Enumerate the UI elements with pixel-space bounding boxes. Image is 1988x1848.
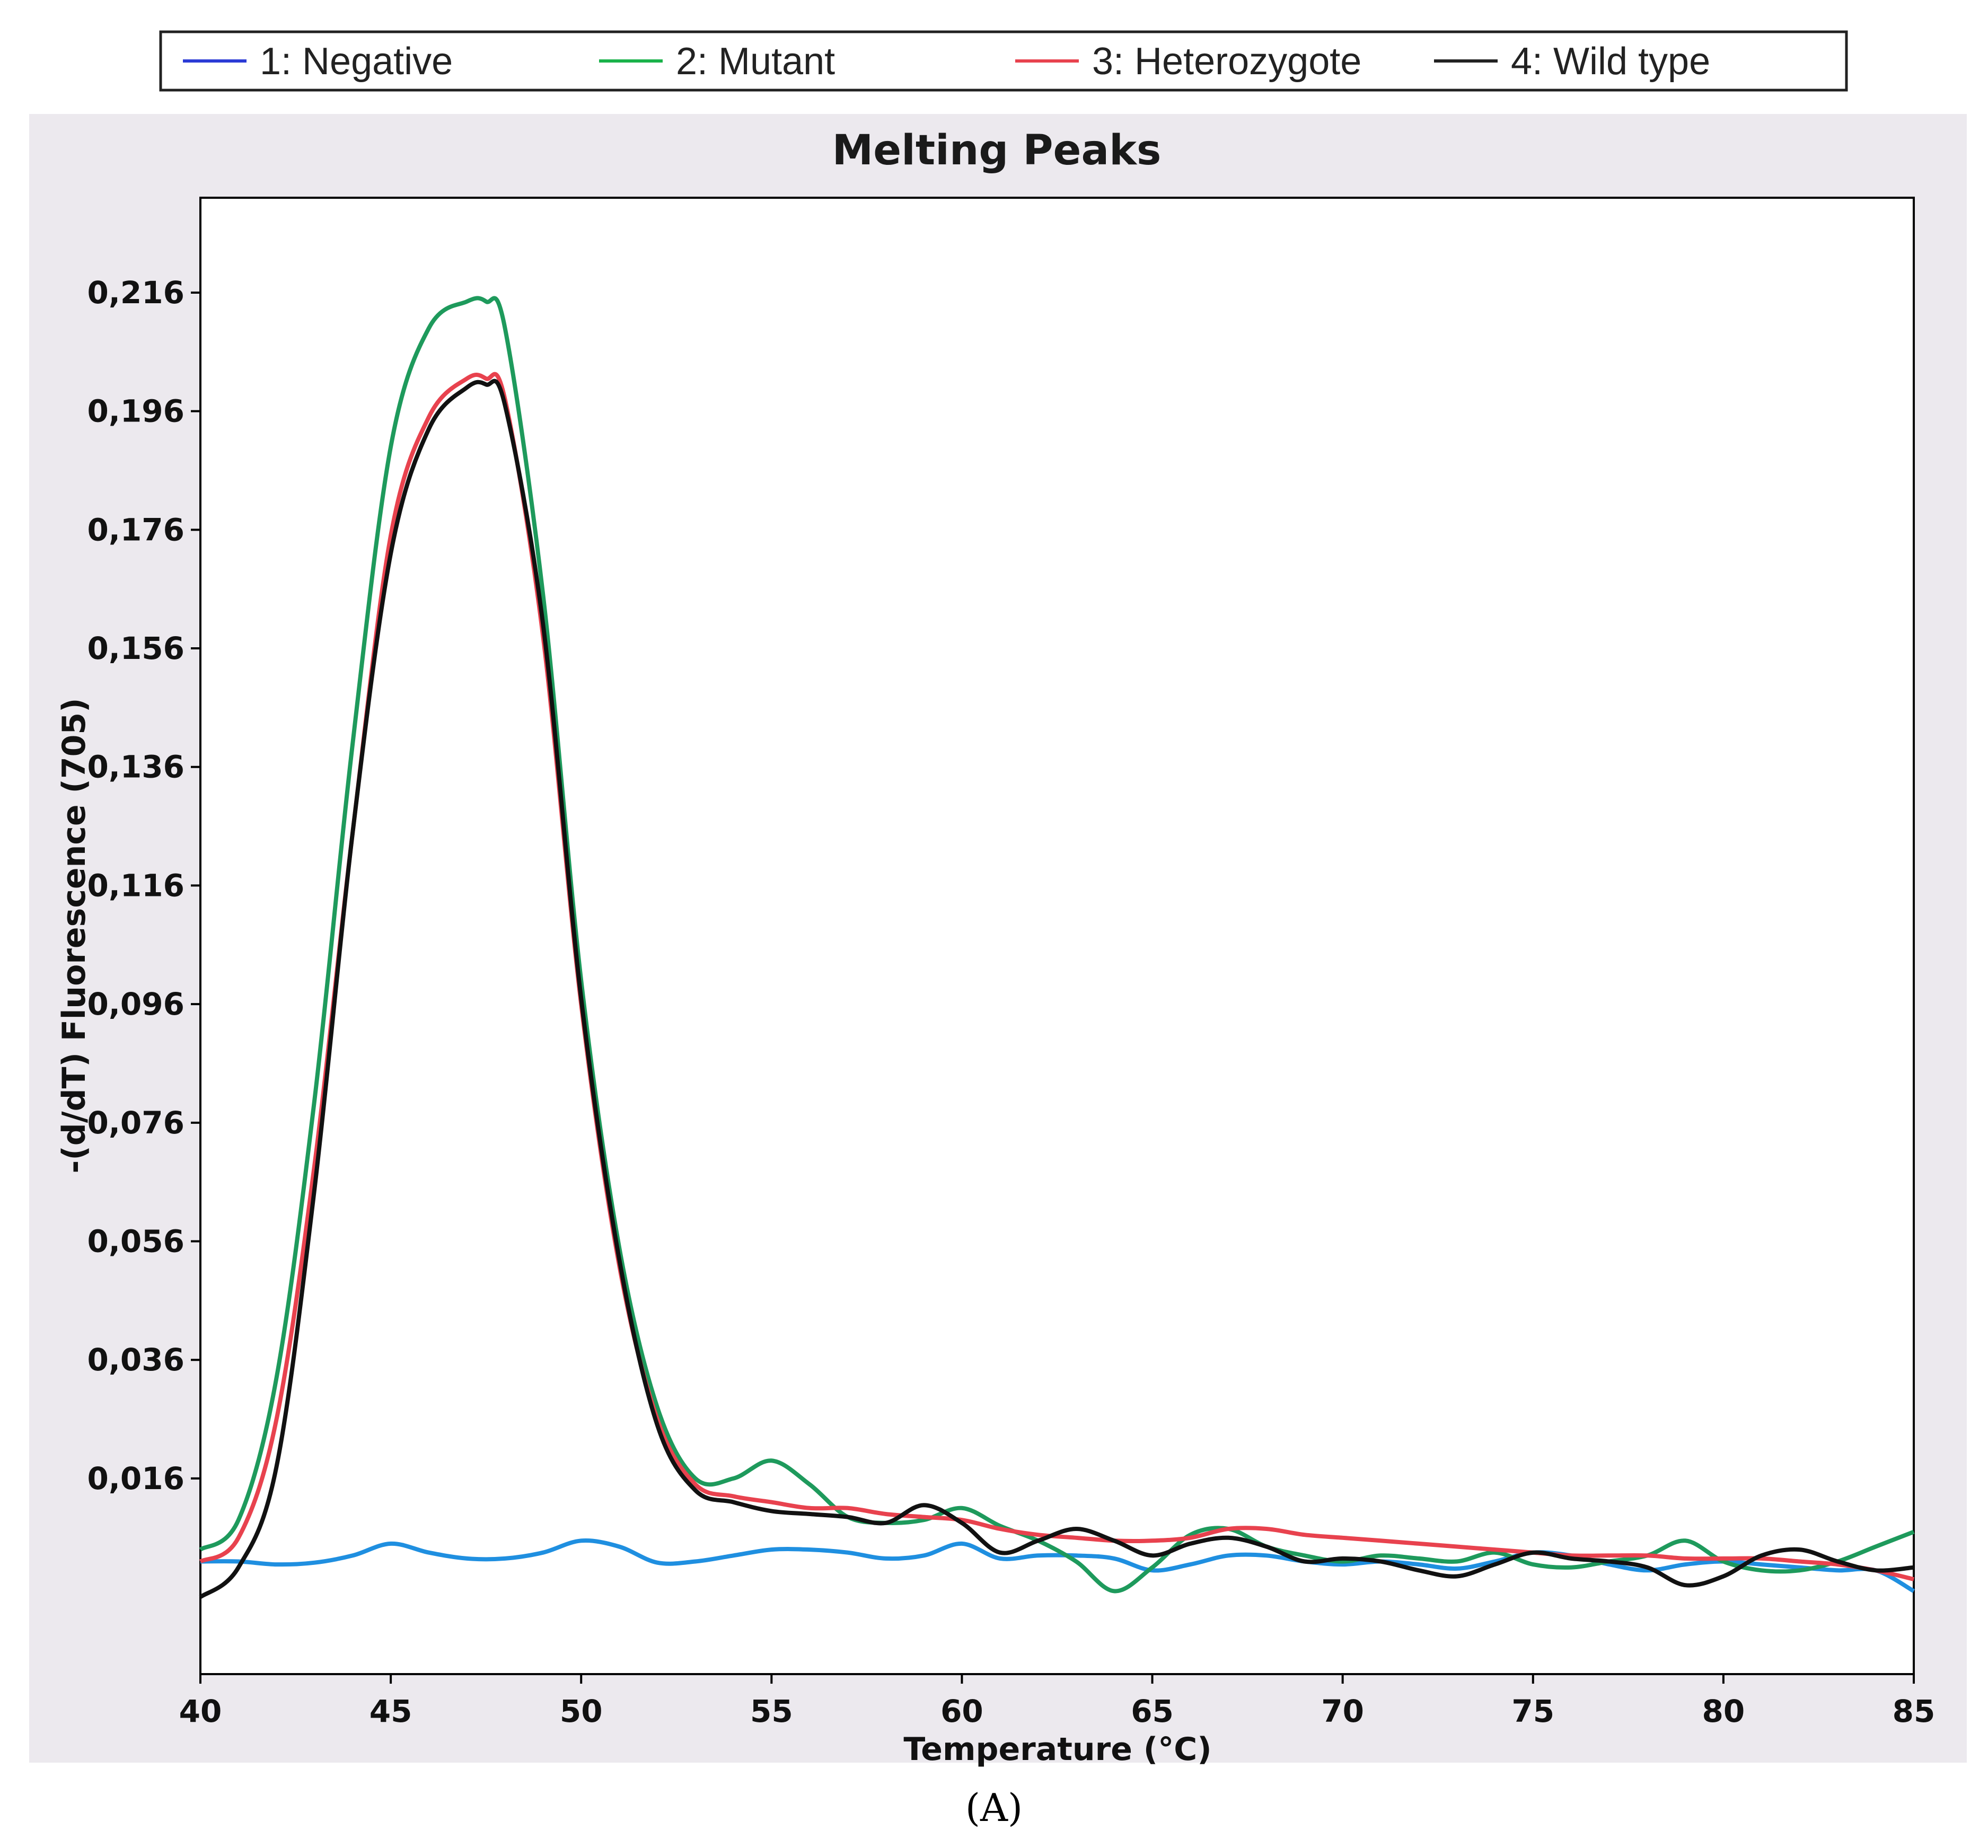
series-line-1-negative xyxy=(200,1538,1915,1593)
y-tick-label: 0,196 xyxy=(87,393,184,429)
x-tick-label: 75 xyxy=(1511,1693,1554,1729)
series-line-4-wild-type xyxy=(199,379,1914,1599)
y-tick-label: 0,216 xyxy=(87,275,184,311)
y-tick-label: 0,096 xyxy=(87,986,184,1022)
legend-label-heterozygote: 3: Heterozygote xyxy=(1092,40,1361,83)
y-tick-label: 0,036 xyxy=(87,1342,184,1378)
y-tick-label: 0,156 xyxy=(87,630,184,666)
x-tick-label: 50 xyxy=(560,1693,603,1729)
x-tick-label: 65 xyxy=(1131,1693,1174,1729)
y-tick-label: 0,076 xyxy=(87,1105,184,1141)
y-tick-label: 0,056 xyxy=(87,1224,184,1260)
legend-box: 1: Negative 2: Mutant 3: Heterozygote 4:… xyxy=(159,30,1848,92)
plot-area xyxy=(199,197,1915,1675)
chart-title: Melting Peaks xyxy=(832,127,1162,174)
series-line-2-mutant xyxy=(199,296,1915,1594)
figure-caption: (A) xyxy=(965,1785,1023,1830)
y-axis-label: -(d/dT) Fluorescence (705) xyxy=(56,698,93,1173)
legend-label-wild-type: 4: Wild type xyxy=(1511,40,1710,83)
series-layer xyxy=(199,296,1915,1599)
legend-frame xyxy=(159,30,1848,92)
x-tick-label: 80 xyxy=(1702,1693,1745,1729)
x-tick-label: 45 xyxy=(370,1693,412,1729)
x-tick-label: 85 xyxy=(1893,1693,1936,1729)
y-tick-label: 0,176 xyxy=(87,512,184,548)
x-tick-label: 70 xyxy=(1321,1693,1364,1729)
legend-label-mutant: 2: Mutant xyxy=(676,40,835,83)
y-tick-label: 0,016 xyxy=(87,1460,184,1497)
x-axis-ticks: 40 45 50 55 60 65 70 75 80 85 xyxy=(179,1674,1936,1729)
y-tick-label: 0,136 xyxy=(87,749,184,785)
x-tick-label: 55 xyxy=(750,1693,793,1729)
y-axis-ticks: 0,016 0,036 0,056 0,076 0,096 0,116 0,136 0,156… xyxy=(87,275,200,1497)
y-tick-label: 0,116 xyxy=(87,867,184,903)
x-tick-label: 60 xyxy=(940,1693,983,1729)
x-axis-label: Temperature (°C) xyxy=(903,1731,1211,1768)
legend-label-negative: 1: Negative xyxy=(260,40,453,83)
x-tick-label: 40 xyxy=(179,1693,222,1729)
